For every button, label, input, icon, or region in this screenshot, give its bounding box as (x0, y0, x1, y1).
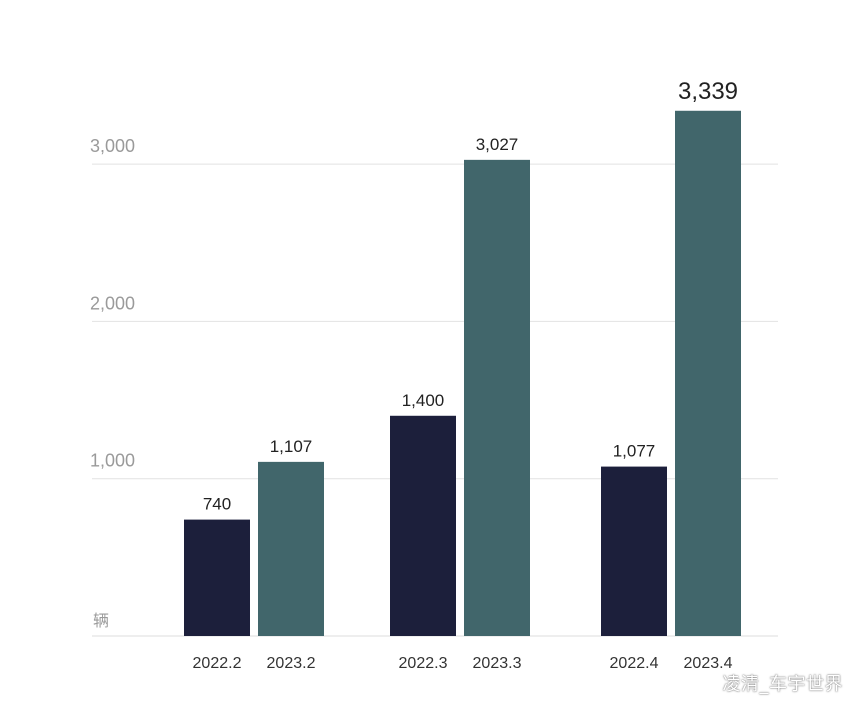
weibo-icon (696, 675, 718, 692)
bars (184, 110, 741, 637)
category-label: 2022.4 (610, 655, 659, 672)
category-label: 2023.3 (473, 655, 522, 672)
bar (390, 415, 456, 636)
bar (464, 159, 530, 636)
y-tick-label: 3,000 (90, 136, 135, 156)
bar (675, 110, 741, 637)
category-label: 2022.3 (399, 655, 448, 672)
y-tick-label: 1,000 (90, 451, 135, 471)
unit-label: 辆 (93, 611, 109, 630)
data-label: 1,107 (270, 437, 313, 456)
watermark: 凌清_车宇世界 (696, 670, 844, 696)
data-label: 3,027 (476, 135, 519, 154)
bar (184, 519, 250, 636)
data-labels: 740 1,107 1,400 3,027 1,077 3,339 (203, 78, 738, 514)
y-tick-label: 2,000 (90, 293, 135, 313)
bar (258, 461, 324, 636)
data-label: 740 (203, 495, 231, 514)
bar (601, 466, 667, 636)
data-label: 1,077 (613, 442, 656, 461)
category-label: 2023.4 (684, 655, 733, 672)
category-labels: 2022.2 2023.2 2022.3 2023.3 2022.4 2023.4 (193, 655, 733, 672)
category-label: 2023.2 (267, 655, 316, 672)
category-label: 2022.2 (193, 655, 242, 672)
y-axis-ticks: 1,000 2,000 3,000 (90, 136, 135, 471)
data-label: 1,400 (402, 391, 445, 410)
data-label: 3,339 (678, 78, 738, 105)
watermark-text: 凌清_车宇世界 (722, 674, 843, 695)
